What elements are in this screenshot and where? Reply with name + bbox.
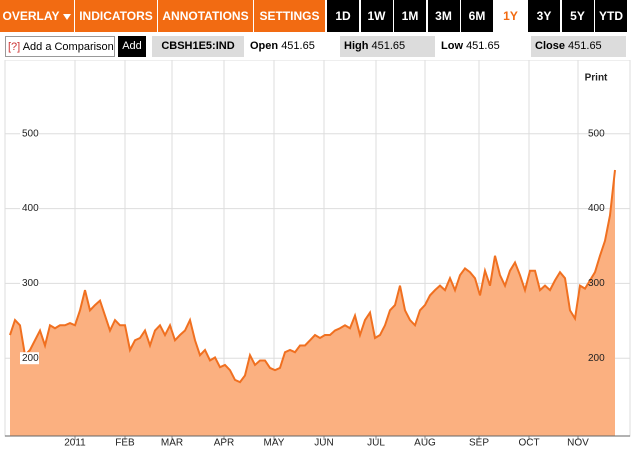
area-fill [10,169,615,436]
range-button[interactable]: 1D [327,0,359,32]
menu-label: ANNOTATIONS [162,9,249,23]
dropdown-arrow [287,45,296,52]
range-button[interactable]: 1Y [494,0,527,32]
menu-label: INDICATORS [79,9,153,23]
menu-label: SETTINGS [259,9,320,23]
x-tick-label: MAY [264,438,285,449]
y-label-bg [20,127,39,140]
y-tick-label: 300 [588,278,605,289]
y-label-bg [20,202,39,215]
add-button[interactable]: Add [118,36,146,57]
x-tick-label: SEP [469,438,489,449]
range-button[interactable]: 5Y [561,0,594,32]
field-value: 451.65 [466,40,500,52]
help-icon[interactable]: [?] [8,41,21,53]
y-tick-label: 500 [22,128,39,139]
quote-field: High 451.65 [340,36,435,57]
field-label: Close [535,40,565,52]
field-label: Open [250,40,279,52]
menu-label: OVERLAY [2,9,60,23]
x-tick-label: MAR [161,438,183,449]
field-value: 451.65 [281,40,315,52]
x-tick-label: APR [214,438,235,449]
symbol: CBSH1E5:IND [152,36,244,57]
menu-button[interactable]: INDICATORS [75,0,157,52]
range-button[interactable]: 3M [427,0,460,32]
range-button[interactable]: 6M [461,0,493,32]
y-tick-label: 300 [22,278,39,289]
print-link[interactable]: Print [585,73,608,84]
quote-field: Open 451.65 [246,36,332,57]
y-tick-label: 200 [22,353,39,364]
dropdown-arrow [63,13,72,20]
x-tick-label: 2011 [64,438,86,449]
x-tick-label: JUN [314,438,333,449]
field-value: 451.65 [568,40,602,52]
menu-button[interactable]: ANNOTATIONS [158,0,253,52]
area-line [9,169,616,384]
y-label-bg [20,352,39,365]
range-button[interactable]: 1W [360,0,393,32]
x-tick-label: NOV [567,438,589,449]
x-tick-label: OCT [518,438,539,449]
y-tick-label: 400 [22,203,39,214]
y-label-bg [20,277,39,290]
field-label: Low [441,40,463,52]
x-tick-label: JUL [367,438,385,449]
y-tick-label: 500 [588,128,605,139]
quote-field: Low 451.65 [437,36,528,57]
menu-button[interactable]: SETTINGS [254,0,325,52]
x-tick-label: FEB [115,438,135,449]
field-value: 451.65 [371,40,406,52]
y-tick-label: 400 [588,203,605,214]
quote-field: Close 451.65 [531,36,626,57]
range-button[interactable]: 1M [394,0,426,32]
chart: Print 2011 FEB MAR APR MAY JUN JUL AUG SEP OCT NOV… [4,60,631,449]
comparison-input[interactable]: [?] Add a Comparison [5,36,115,57]
placeholder: Add a Comparison [22,41,114,53]
field-label: High [344,40,369,52]
menu-button[interactable]: OVERLAY [0,0,74,32]
y-tick-label: 200 [588,353,605,364]
range-button[interactable]: YTD [595,0,627,32]
x-tick-label: AUG [414,438,436,449]
range-button[interactable]: 3Y [528,0,560,32]
